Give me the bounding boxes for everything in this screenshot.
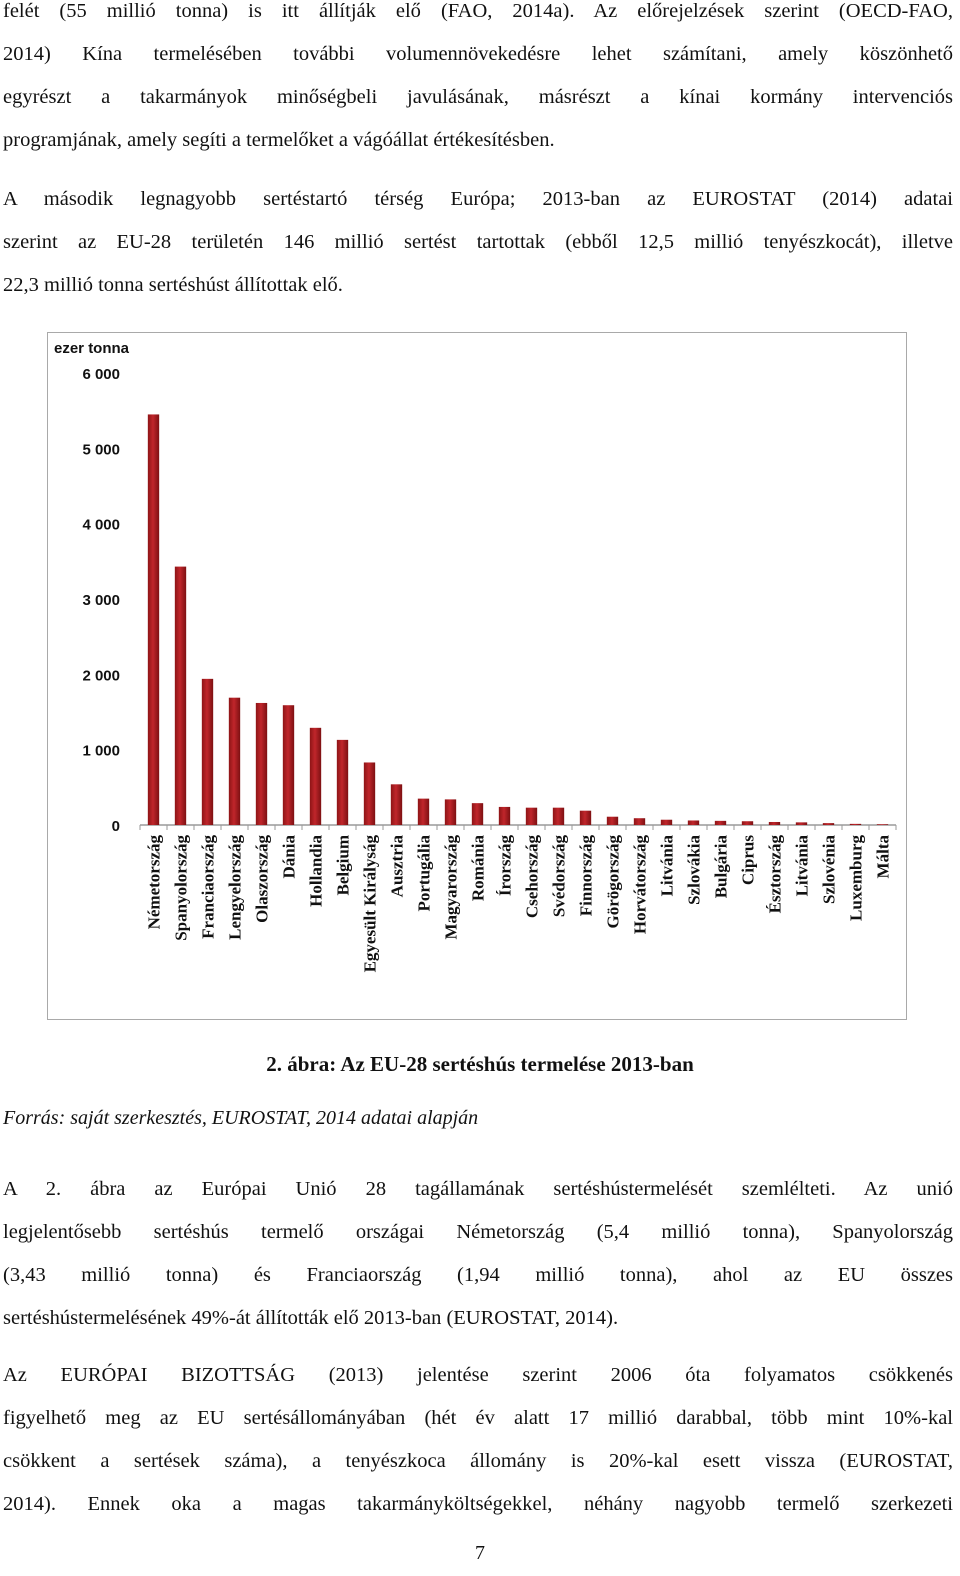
bar (201, 678, 214, 825)
chart-canvas: ezer tonna 0 1 000 2 000 3 000 4 000 5 000 6 00… (54, 340, 897, 973)
x-tick-label: Finnország (577, 835, 596, 917)
x-tick-label: Portugália (415, 835, 434, 912)
y-tick-label: 6 000 (82, 366, 120, 383)
text-line: A második legnagyobb sertéstartó térség … (3, 188, 953, 210)
x-tick-label: Luxemburg (847, 835, 866, 921)
x-tick-label: Magyarország (442, 835, 461, 940)
y-tick-label: 5 000 (82, 441, 120, 458)
bar (147, 414, 160, 825)
x-tick-label: Litvánia (658, 835, 677, 897)
x-tick-label: Málta (874, 835, 893, 879)
text-line: 22,3 millió tonna sertéshúst állítottak … (3, 274, 343, 296)
bar (633, 818, 646, 825)
y-tick-label: 4 000 (82, 517, 120, 534)
bar (822, 823, 835, 825)
bar (309, 727, 322, 825)
text-line: szerint az EU-28 területén 146 millió se… (3, 231, 953, 253)
bar (390, 784, 403, 825)
text-line: felét (55 millió tonna) is itt állítják … (3, 0, 953, 22)
y-tick-label: 0 (112, 818, 120, 835)
figure-source: Forrás: saját szerkesztés, EUROSTAT, 201… (3, 1107, 479, 1129)
x-tick-label: Észtország (766, 835, 785, 914)
bar (714, 820, 727, 825)
text-line: 2014) Kína termelésében további volumenn… (3, 43, 953, 65)
x-tick-label: Szlovénia (820, 835, 839, 904)
x-tick-label: Egyesült Királyság (361, 835, 380, 973)
text-line: egyrészt a takarmányok minőségbeli javul… (3, 86, 953, 108)
bar (174, 566, 187, 825)
text-line: sertéshústermelésének 49%-át állították … (3, 1307, 619, 1329)
x-tick-label: Spanyolország (172, 835, 191, 941)
bar (525, 807, 538, 825)
y-tick-label: 1 000 (82, 743, 120, 760)
paragraph-3: A 2. ábra az Európai Unió 28 tagállamána… (3, 1168, 953, 1340)
x-tick-label: Belgium (334, 835, 353, 895)
figure-caption: 2. ábra: Az EU-28 sertéshús termelése 20… (266, 1052, 694, 1076)
x-tick-label: Hollandia (307, 835, 326, 907)
x-tick-label: Olaszország (253, 835, 272, 923)
x-tick-label: Bulgária (712, 835, 731, 899)
bar (579, 810, 592, 825)
bar (795, 822, 808, 825)
bar (606, 816, 619, 825)
bar (417, 798, 430, 825)
page-number: 7 (475, 1542, 485, 1564)
x-tick-label: Dánia (280, 835, 299, 879)
x-tick-label: Ciprus (739, 835, 758, 885)
text-line: 2014). Ennek oka a magas takarmányköltsé… (3, 1493, 953, 1515)
text-line: Az EURÓPAI BIZOTTSÁG (2013) jelentése sz… (3, 1364, 953, 1386)
y-tick-label: 2 000 (82, 667, 120, 684)
text-line: A 2. ábra az Európai Unió 28 tagállamána… (3, 1178, 953, 1200)
x-tick-label: Franciaország (199, 835, 218, 939)
x-tick-label: Szlovákia (685, 835, 704, 905)
bar (552, 807, 565, 825)
bar (498, 806, 511, 825)
bar (336, 739, 349, 825)
x-tick-label: Németország (145, 835, 164, 930)
x-tick-label: Görögország (604, 835, 623, 929)
x-tick-label: Csehország (523, 835, 542, 919)
x-tick-label: Svédország (550, 835, 569, 918)
text-line: programjának, amely segíti a termelőket … (3, 129, 555, 151)
bar (444, 799, 457, 825)
bar (876, 824, 889, 825)
x-tick-label: Horvátország (631, 835, 650, 935)
y-unit-label: ezer tonna (54, 340, 130, 357)
y-tick-label: 3 000 (82, 592, 120, 609)
paragraph-top: felét (55 millió tonna) is itt állítják … (3, 0, 953, 162)
bar (741, 821, 754, 825)
x-tick-label: Lengyelország (226, 835, 245, 940)
bar (228, 697, 241, 825)
paragraph-4: Az EURÓPAI BIZOTTSÁG (2013) jelentése sz… (3, 1354, 953, 1526)
x-tick-label: Románia (469, 835, 488, 902)
text-line: csökkent a sertések száma), a tenyészkoc… (3, 1450, 953, 1472)
bar (687, 820, 700, 825)
bar (363, 762, 376, 825)
bar (660, 819, 673, 825)
paragraph-2: A második legnagyobb sertéstartó térség … (3, 178, 953, 307)
x-tick-label: Litvánia (793, 835, 812, 897)
bar (282, 705, 295, 825)
bar (768, 821, 781, 825)
text-line: (3,43 millió tonna) és Franciaország (1,… (3, 1264, 953, 1286)
bar-chart: ezer tonna 0 1 000 2 000 3 000 4 000 5 000 6 00… (47, 332, 907, 1020)
bar (849, 823, 862, 825)
x-tick-label: Ausztria (388, 835, 407, 898)
bar (255, 702, 268, 825)
text-line: legjelentősebb sertéshús termelő országa… (3, 1221, 953, 1243)
x-tick-label: Írország (496, 835, 515, 897)
text-line: figyelhető meg az EU sertésállományában … (3, 1407, 953, 1429)
bar (471, 803, 484, 825)
